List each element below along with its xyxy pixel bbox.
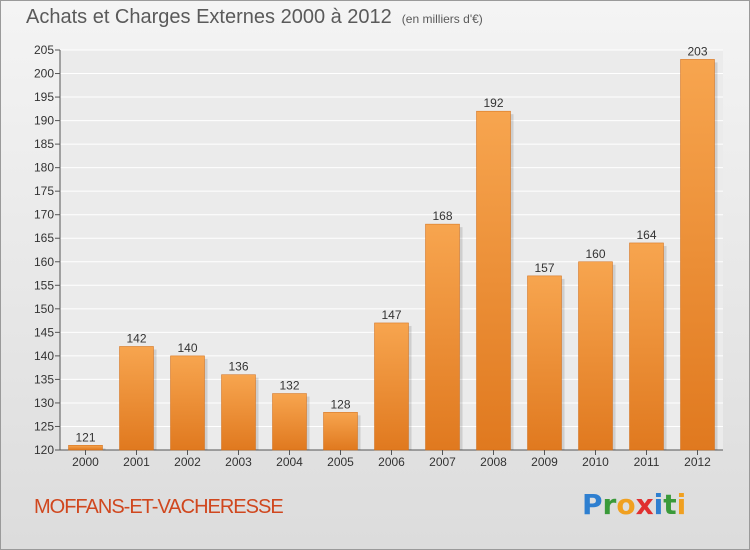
- data-label: 164: [636, 228, 656, 242]
- y-tick-label: 190: [34, 114, 54, 128]
- y-tick-label: 140: [34, 349, 54, 363]
- logo-letter: t: [663, 488, 677, 521]
- bar: [476, 110, 511, 451]
- data-label: 157: [534, 261, 554, 275]
- x-tick-label: 2001: [123, 455, 150, 469]
- x-tick-label: 2002: [174, 455, 201, 469]
- data-label: 136: [228, 360, 248, 374]
- bar: [221, 374, 256, 451]
- y-tick-label: 165: [34, 231, 54, 245]
- x-tick-label: 2008: [480, 455, 507, 469]
- y-tick-label: 135: [34, 372, 54, 386]
- data-label: 192: [483, 96, 503, 110]
- y-tick-label: 185: [34, 137, 54, 151]
- logo-letter: x: [635, 488, 654, 521]
- x-tick-label: 2006: [378, 455, 405, 469]
- bar: [425, 223, 460, 451]
- data-label: 132: [279, 379, 299, 393]
- x-tick-label: 2003: [225, 455, 252, 469]
- logo-letter: i: [653, 488, 664, 521]
- bar: [578, 261, 613, 451]
- bar: [680, 59, 715, 451]
- chart-subtitle: (en milliers d'€): [401, 12, 483, 26]
- data-label: 121: [75, 430, 95, 444]
- y-tick-label: 120: [34, 443, 54, 457]
- x-tick-label: 2004: [276, 455, 303, 469]
- bar: [374, 322, 409, 451]
- logo-letter: r: [602, 488, 617, 521]
- y-tick-label: 125: [34, 419, 54, 433]
- data-label: 128: [330, 397, 350, 411]
- y-tick-label: 180: [34, 161, 54, 175]
- data-label: 160: [585, 247, 605, 261]
- data-label: 168: [432, 209, 452, 223]
- bar: [68, 445, 103, 451]
- logo-letter: o: [616, 488, 636, 521]
- bar: [272, 393, 307, 451]
- logo-letter: P: [582, 488, 603, 521]
- bar: [170, 355, 205, 451]
- y-tick-label: 145: [34, 325, 54, 339]
- y-tick-label: 175: [34, 184, 54, 198]
- proxiti-logo: Proxiti: [582, 488, 686, 521]
- commune-name: MOFFANS-ET-VACHERESSE: [34, 496, 284, 518]
- y-tick-label: 150: [34, 302, 54, 316]
- x-tick-label: 2010: [582, 455, 609, 469]
- y-tick-label: 200: [34, 67, 54, 81]
- bar: [629, 242, 664, 451]
- bar: [119, 346, 154, 451]
- y-tick-label: 195: [34, 90, 54, 104]
- data-label: 203: [687, 44, 707, 58]
- x-tick-label: 2011: [634, 455, 660, 469]
- logo-letter: i: [676, 488, 687, 521]
- y-tick-label: 170: [34, 208, 54, 222]
- x-tick-label: 2009: [531, 455, 558, 469]
- y-tick-label: 205: [34, 43, 54, 57]
- data-label: 147: [381, 308, 401, 322]
- bar: [527, 275, 562, 451]
- chart-title-text: Achats et Charges Externes 2000 à 2012: [26, 6, 392, 28]
- y-tick-label: 160: [34, 255, 54, 269]
- chart-title: Achats et Charges Externes 2000 à 2012 (e…: [26, 6, 483, 29]
- x-tick-label: 2012: [684, 455, 711, 469]
- x-tick-label: 2005: [327, 455, 354, 469]
- x-tick-label: 2007: [429, 455, 456, 469]
- bar: [323, 412, 358, 451]
- y-tick-label: 130: [34, 396, 54, 410]
- x-tick-label: 2000: [72, 455, 99, 469]
- data-label: 140: [177, 341, 197, 355]
- y-tick-label: 155: [34, 278, 54, 292]
- data-label: 142: [126, 331, 146, 345]
